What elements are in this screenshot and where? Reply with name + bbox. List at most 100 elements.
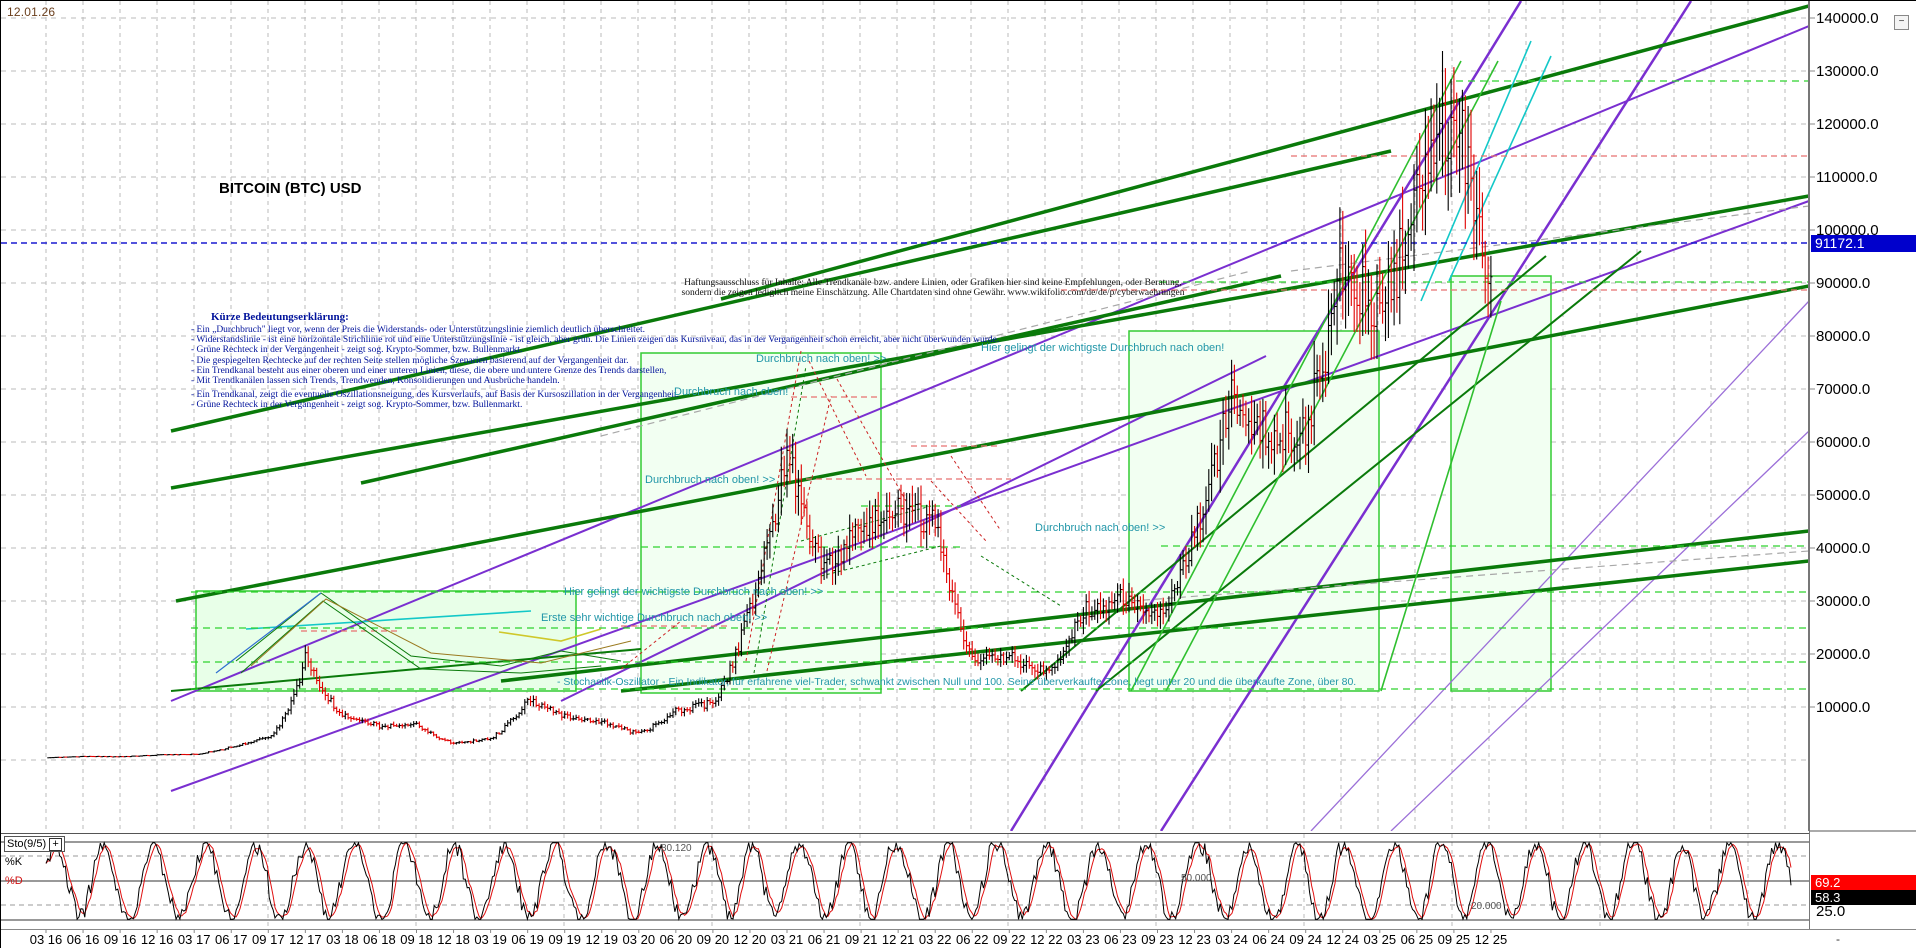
blue-trend-line bbox=[215, 592, 322, 674]
date-tick-label: 06 22 bbox=[956, 932, 989, 947]
date-tick-label: 03 19 bbox=[474, 932, 507, 947]
date-axis-ticks: 03 16 06 16 09 16 12 16 03 17 06 17 09 17 12 17… bbox=[30, 930, 1507, 947]
disclaimer-text: Haftungsausschluss für Inhalte: Alle Tre… bbox=[573, 278, 1293, 298]
price-tick-label: 30000.0 bbox=[1816, 593, 1870, 610]
price-tick-label: 10000.0 bbox=[1816, 699, 1870, 716]
red-dotted-channel bbox=[620, 350, 1002, 672]
chart-annotation-label: Durchbruch nach oben! >> bbox=[645, 474, 776, 486]
date-tick-label: 09 23 bbox=[1141, 932, 1174, 947]
chart-annotation-label: Durchbruch nach oben! >> bbox=[756, 353, 887, 365]
date-tick-label: 09 18 bbox=[400, 932, 433, 947]
legend-line: - Grüne Rechteck in der Vergangenheit - … bbox=[191, 345, 523, 356]
date-tick-label: 12 20 bbox=[734, 932, 767, 947]
date-tick-label: 03 18 bbox=[326, 932, 359, 947]
date-tick-label: 09 25 bbox=[1438, 932, 1471, 947]
green-trend-channel bbox=[170, 4, 1809, 693]
price-tick-label: 110000.0 bbox=[1816, 169, 1877, 186]
date-tick-label: 09 24 bbox=[1289, 932, 1322, 947]
legend-line: - Grüne Rechteck in der Vergangenheit - … bbox=[191, 400, 523, 411]
percent-k-label: %K bbox=[5, 856, 23, 868]
date-axis[interactable]: 03 16 06 16 09 16 12 16 03 17 06 17 09 17 12 17… bbox=[1, 929, 1916, 949]
date-tick-label: 09 19 bbox=[548, 932, 581, 947]
chart-title: BITCOIN (BTC) USD bbox=[219, 180, 362, 197]
gold-trend-lines bbox=[250, 598, 632, 667]
minimize-icon[interactable]: − bbox=[1894, 15, 1909, 30]
date-tick-label: 03 21 bbox=[771, 932, 804, 947]
price-tick-label: 70000.0 bbox=[1816, 381, 1870, 398]
date-tick-label: 09 16 bbox=[104, 932, 137, 947]
purple-thin-trend bbox=[1310, 300, 1809, 831]
date-tick-label: 03 17 bbox=[178, 932, 211, 947]
date-tick-label: 06 20 bbox=[660, 932, 693, 947]
indicator-value-label: 50.000 bbox=[1181, 873, 1212, 884]
chart-annotation-label: Hier gelingt der wichtigste Durchbruch n… bbox=[564, 586, 824, 598]
indicator-tick-label: 25.0 bbox=[1816, 903, 1845, 920]
support-levels bbox=[191, 80, 1809, 690]
indicator-name-tag[interactable]: Sto(9/5) + bbox=[4, 836, 66, 852]
indicator-value-label: 20.000 bbox=[1471, 901, 1502, 912]
horizontal-gridlines bbox=[1, 17, 1809, 761]
date-tick-label: 12 25 bbox=[1475, 932, 1508, 947]
date-tick-label: 09 21 bbox=[845, 932, 878, 947]
disclaimer-line-2: sondern die zeigen lediglich meine Einsc… bbox=[681, 288, 1185, 298]
legend-line: - Ein Trendkanal besteht aus einer obere… bbox=[191, 365, 667, 376]
price-chart-pane[interactable] bbox=[1, 1, 1809, 831]
date-axis-svg: 03 16 06 16 09 16 12 16 03 17 06 17 09 17 12 17… bbox=[1, 930, 1916, 949]
legend-explanation-block: Kürze Bedeutungserklärung: - Ein „Durchb… bbox=[191, 311, 999, 411]
date-tick-label: 12 17 bbox=[289, 932, 322, 947]
percent-k-value-badge: 69.2 bbox=[1811, 875, 1916, 890]
date-stamp: 12.01.26 bbox=[7, 5, 56, 19]
date-tick-label: 03 16 bbox=[30, 932, 63, 947]
indicator-value-label: 80.120 bbox=[661, 843, 692, 854]
price-tick-label: 20000.0 bbox=[1816, 646, 1870, 663]
date-tick-label: 06 16 bbox=[67, 932, 100, 947]
date-tick-label: 09 22 bbox=[993, 932, 1026, 947]
stochastic-indicator-pane[interactable] bbox=[1, 833, 1809, 929]
disclaimer-line-1: Haftungsausschluss für Inhalte: Alle Tre… bbox=[684, 278, 1182, 288]
percent-d-label: %D bbox=[5, 875, 23, 887]
chart-annotation-label: Durchbruch nach oben! bbox=[674, 386, 789, 398]
legend-line: - Ein Trendkanal, zeigt die eventuelle O… bbox=[191, 390, 679, 401]
indicator-axis-ticks: 25.0 bbox=[1816, 903, 1845, 920]
price-tick-label: 40000.0 bbox=[1816, 540, 1870, 557]
date-tick-label: 03 22 bbox=[919, 932, 952, 947]
grey-projection-lines bbox=[600, 205, 1809, 602]
legend-title: Kürze Bedeutungserklärung: bbox=[211, 311, 349, 323]
price-tick-label: 80000.0 bbox=[1816, 328, 1870, 345]
price-tick-label: 60000.0 bbox=[1816, 434, 1870, 451]
date-tick-label: 06 19 bbox=[511, 932, 544, 947]
date-tick-label: 09 17 bbox=[252, 932, 285, 947]
date-tick-label: 06 23 bbox=[1104, 932, 1137, 947]
date-tick-label: 09 20 bbox=[697, 932, 730, 947]
date-tick-label: 12 19 bbox=[585, 932, 618, 947]
price-axis[interactable]: 140000.0 130000.0 120000.0 110000.0 100000.0… bbox=[1809, 1, 1916, 929]
stochastic-note: - Stochastik-Oszillator - Ein Indikator,… bbox=[557, 676, 1357, 688]
indicator-expand-button[interactable]: + bbox=[49, 837, 63, 851]
candlestick-series bbox=[47, 51, 1493, 759]
price-tick-label: 120000.0 bbox=[1816, 116, 1879, 133]
date-tick-label: 06 21 bbox=[808, 932, 841, 947]
date-tick-label: 06 17 bbox=[215, 932, 248, 947]
date-tick-label: 03 20 bbox=[623, 932, 656, 947]
price-tick-label: 140000.0 bbox=[1816, 10, 1879, 27]
percent-d-line bbox=[45, 841, 1792, 920]
percent-k-line bbox=[45, 840, 1792, 922]
last-price-badge: 91172.1 bbox=[1811, 235, 1916, 252]
date-tick-label: 06 24 bbox=[1252, 932, 1285, 947]
percent-d-value-badge: 58.3 bbox=[1811, 890, 1916, 905]
date-tick-label: 12 24 bbox=[1326, 932, 1359, 947]
date-tick-label: 03 24 bbox=[1215, 932, 1248, 947]
price-tick-label: 100000.0 bbox=[1816, 222, 1879, 239]
price-chart-svg bbox=[1, 1, 1809, 831]
price-tick-label: 90000.0 bbox=[1816, 275, 1870, 292]
price-tick-label: 130000.0 bbox=[1816, 63, 1879, 80]
legend-line: - Ein „Durchbruch" liegt vor, wenn der P… bbox=[191, 325, 646, 335]
stochastic-svg bbox=[1, 834, 1809, 929]
date-tick-label: 06 18 bbox=[363, 932, 396, 947]
chart-annotation-label: Hier gelingt der wichtigste Durchbruch n… bbox=[981, 342, 1225, 354]
date-tick-label: 06 25 bbox=[1401, 932, 1434, 947]
resistance-levels bbox=[301, 155, 1809, 632]
date-tick-label: 12 16 bbox=[141, 932, 174, 947]
chart-annotation-label: Erste sehr wichtige Durchbruch nach oben… bbox=[541, 612, 768, 624]
